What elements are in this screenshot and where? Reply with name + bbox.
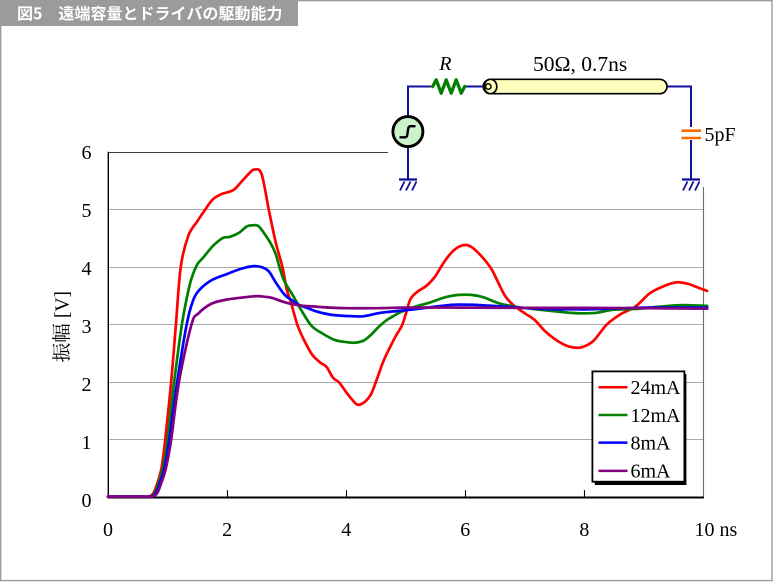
svg-text:6: 6 — [460, 519, 470, 541]
svg-text:12mA: 12mA — [631, 405, 682, 427]
svg-text:0: 0 — [82, 490, 92, 512]
svg-text:2: 2 — [82, 374, 92, 396]
svg-text:6: 6 — [82, 142, 92, 164]
svg-text:4: 4 — [341, 519, 351, 541]
svg-text:8mA: 8mA — [631, 432, 672, 454]
svg-text:6mA: 6mA — [631, 461, 672, 483]
svg-text:50Ω, 0.7ns: 50Ω, 0.7ns — [533, 52, 627, 76]
svg-text:4: 4 — [82, 258, 92, 280]
svg-text:10 ns: 10 ns — [695, 519, 738, 541]
svg-text:0: 0 — [103, 519, 113, 541]
svg-text:5pF: 5pF — [705, 124, 736, 146]
svg-text:R: R — [438, 53, 451, 75]
svg-text:24mA: 24mA — [631, 377, 682, 399]
svg-text:3: 3 — [82, 316, 92, 338]
svg-text:8: 8 — [579, 519, 589, 541]
svg-text:1: 1 — [82, 432, 92, 454]
svg-text:[V]: [V] — [53, 291, 74, 318]
svg-text:2: 2 — [222, 519, 232, 541]
svg-text:5: 5 — [82, 200, 92, 222]
